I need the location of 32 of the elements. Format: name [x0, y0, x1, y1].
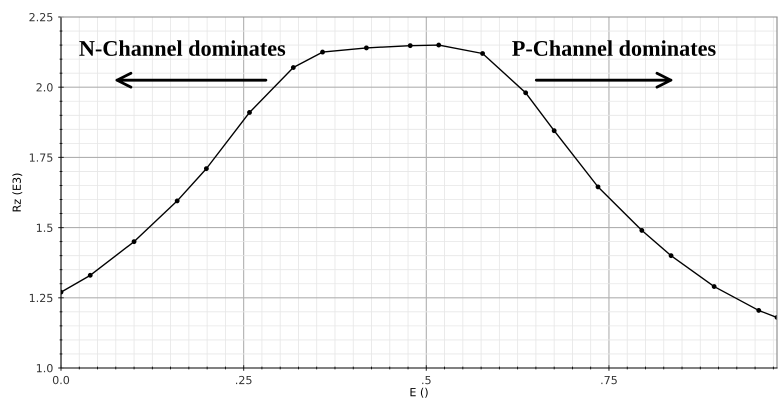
x-axis-title: E ()	[410, 388, 428, 398]
point	[523, 90, 528, 96]
point	[596, 184, 600, 190]
point	[364, 45, 369, 50]
y-tick-label: 2.0	[36, 83, 53, 92]
annotation: N-Channel dominates	[79, 40, 286, 56]
y-tick-label: 1.5	[36, 224, 52, 232]
point	[247, 110, 252, 115]
x-tick-label: 0.0	[52, 376, 70, 384]
point	[712, 284, 717, 289]
point	[480, 51, 485, 56]
x-tick-label: .25	[236, 376, 252, 384]
point	[320, 50, 325, 55]
point	[756, 308, 762, 313]
x-tick-label: .75	[601, 376, 617, 384]
point	[668, 253, 674, 258]
point	[552, 128, 557, 134]
point	[174, 198, 180, 204]
point	[408, 43, 413, 48]
y-tick-label: 1.0	[36, 364, 53, 372]
point	[639, 228, 644, 233]
y-tick-label: 2.25	[29, 12, 52, 22]
point	[204, 166, 209, 172]
y-tick-label: 1.75	[30, 154, 52, 162]
point	[88, 272, 93, 278]
y-axis-title: Rz (E3)	[12, 174, 22, 212]
point	[290, 65, 296, 70]
x-tick-label: .5	[422, 376, 431, 384]
point	[132, 239, 136, 244]
y-tick-label: 1.25	[30, 294, 52, 302]
annotation: P-Channel dominates	[512, 40, 716, 56]
point	[436, 42, 442, 48]
